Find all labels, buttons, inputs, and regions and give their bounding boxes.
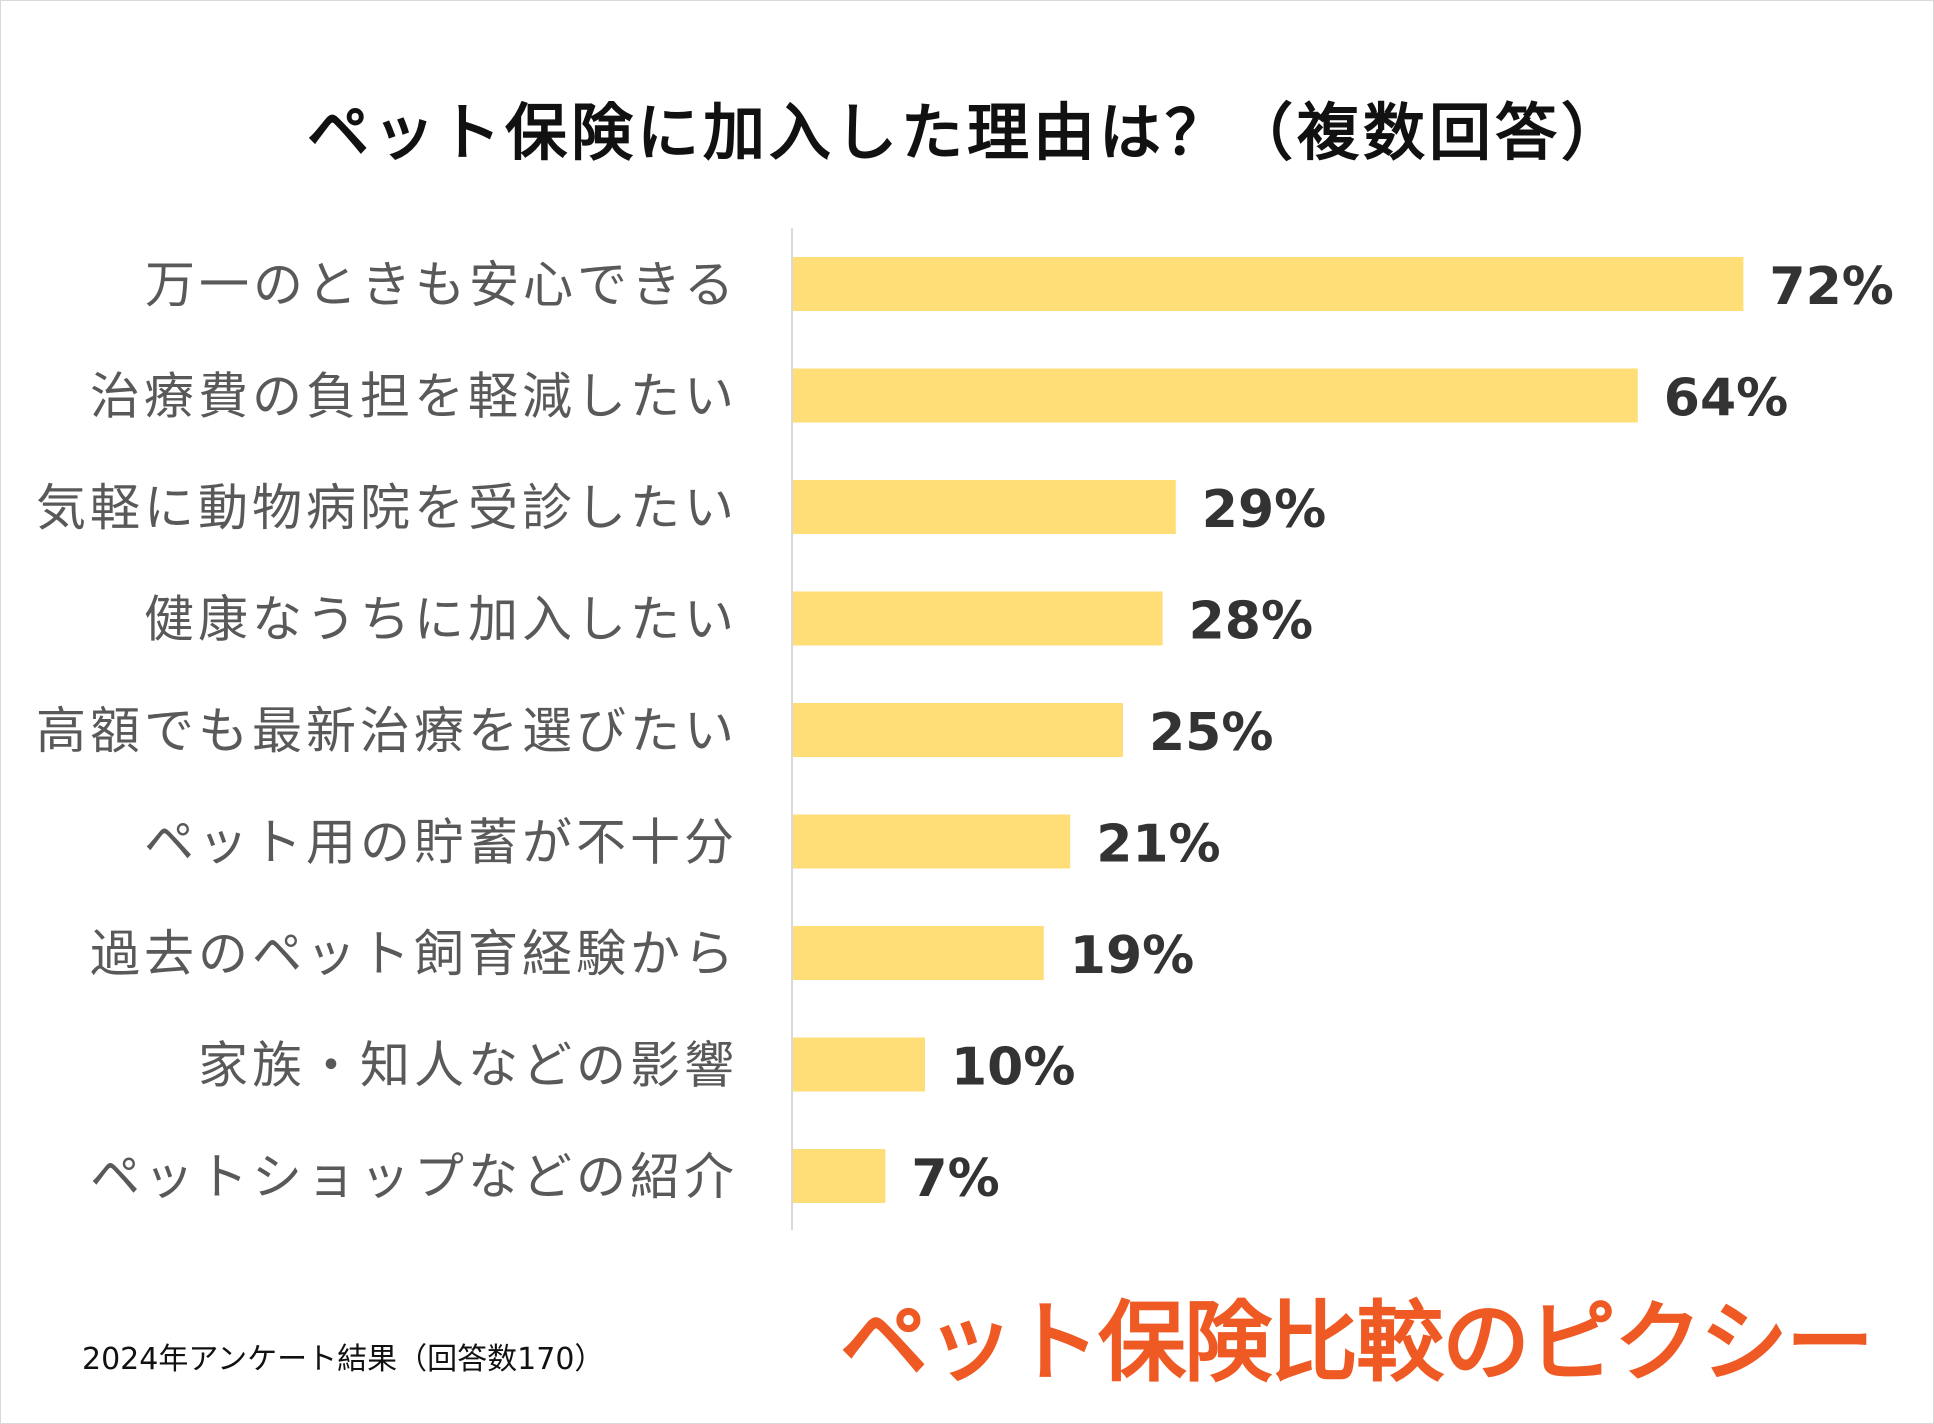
category-label: 高額でも最新治療を選びたい bbox=[36, 702, 738, 760]
category-label: 健康なうちに加入したい bbox=[144, 591, 738, 649]
value-labels: 72% 64% 29% 28% 25% 21% 19% 10% 7% bbox=[911, 257, 1893, 1209]
bar bbox=[793, 591, 1163, 646]
bar bbox=[793, 480, 1176, 534]
category-label: ペットショップなどの紹介 bbox=[90, 1148, 738, 1206]
value-label: 19% bbox=[1070, 926, 1194, 986]
category-label: 万一のときも安心できる bbox=[145, 256, 738, 314]
category-labels: 万一のときも安心できる治療費の負担を軽減したい気軽に動物病院を受診したい健康なう… bbox=[36, 256, 738, 1206]
category-label: 過去のペット飼育経験から bbox=[90, 925, 738, 983]
footnote: 2024年アンケート結果（回答数170） bbox=[82, 1342, 605, 1377]
chart-title: ペット保険に加入した理由は？（複数回答） bbox=[306, 96, 1627, 169]
value-label: 10% bbox=[951, 1038, 1075, 1098]
category-label: 治療費の負担を軽減したい bbox=[90, 368, 738, 426]
value-label: 7% bbox=[911, 1149, 999, 1209]
category-label: 気軽に動物病院を受診したい bbox=[36, 479, 738, 537]
bars bbox=[793, 257, 1744, 1203]
value-label: 72% bbox=[1769, 257, 1893, 317]
bar bbox=[793, 368, 1638, 423]
bar bbox=[793, 703, 1123, 757]
bar bbox=[793, 1149, 886, 1203]
category-label: 家族・知人などの影響 bbox=[198, 1037, 738, 1095]
value-label: 28% bbox=[1189, 592, 1313, 652]
value-label: 29% bbox=[1202, 480, 1326, 540]
bar bbox=[793, 1037, 925, 1092]
value-label: 21% bbox=[1096, 815, 1220, 875]
category-label: ペット用の貯蓄が不十分 bbox=[144, 814, 738, 872]
value-label: 25% bbox=[1149, 703, 1273, 763]
brand-logo: ペット保険比較のピクシー bbox=[839, 1291, 1874, 1394]
bar bbox=[793, 926, 1044, 980]
bar bbox=[793, 257, 1744, 311]
value-label: 64% bbox=[1664, 369, 1788, 429]
bar bbox=[793, 814, 1071, 869]
